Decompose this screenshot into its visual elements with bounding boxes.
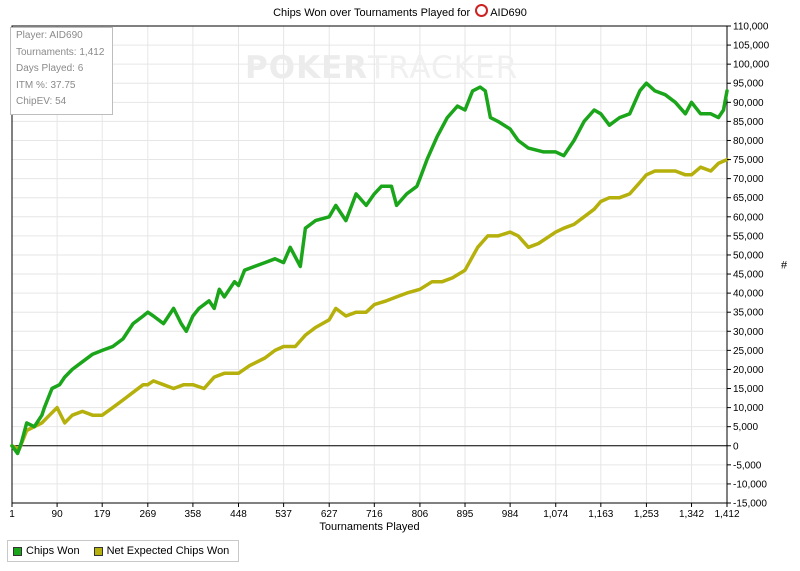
y-tick-label: 100,000	[733, 60, 770, 71]
y-tick-label: 85,000	[733, 117, 764, 128]
y-tick-label: 40,000	[733, 289, 764, 300]
y-tick-label: 95,000	[733, 79, 764, 90]
chart-title-text: Chips Won over Tournaments Played for	[273, 7, 471, 19]
y-tick-label: 35,000	[733, 308, 764, 319]
chart-title-player: AID690	[490, 7, 527, 19]
y-tick-label: 110,000	[733, 22, 769, 33]
info-chipev: ChipEV: 54	[16, 96, 67, 107]
series-line-net-expected	[10, 157, 729, 452]
plot-area-frame	[11, 25, 728, 504]
x-tick-label: 895	[457, 509, 474, 520]
x-tick-label: 984	[502, 509, 519, 520]
y-tick-label: -10,000	[733, 479, 767, 490]
y-tick-label: 50,000	[733, 250, 764, 261]
y-tick-label: 80,000	[733, 136, 764, 147]
x-tick-label: 1,412	[714, 509, 739, 520]
y-tick-label: 30,000	[733, 327, 764, 338]
legend-label-net-expected: Net Expected Chips Won	[106, 545, 230, 557]
y-tick-label: 45,000	[733, 270, 764, 281]
y-tick-label: 15,000	[733, 384, 764, 395]
y-tick-label: 65,000	[733, 193, 764, 204]
x-tick-label: 1,253	[634, 509, 659, 520]
site-logo-icon	[475, 4, 489, 17]
series-line-chips-won	[10, 81, 729, 456]
info-itm: ITM %: 37.75	[16, 79, 76, 91]
chart-legend: Chips Won Net Expected Chips Won	[7, 540, 239, 562]
y-tick-label: 105,000	[733, 41, 770, 52]
legend-label-chips-won: Chips Won	[26, 545, 80, 557]
y-axis-label: #	[781, 260, 788, 272]
y-tick-label: 10,000	[733, 403, 764, 414]
legend-item-net-expected[interactable]: Net Expected Chips Won	[93, 545, 230, 557]
x-tick-label: 627	[321, 509, 338, 520]
x-tick-label: 448	[230, 509, 247, 520]
x-axis: 1 90 179 269 358 448 537 627 716 806 895 984 1,074 1,…	[9, 503, 740, 520]
x-tick-label: 1,163	[588, 509, 613, 520]
info-player: Player: AID690	[16, 30, 83, 41]
x-tick-label: 1	[9, 509, 15, 520]
pokertracker-watermark: POKERTRACKER	[245, 50, 519, 86]
x-tick-label: 537	[275, 509, 292, 520]
y-tick-label: -5,000	[733, 460, 762, 471]
y-tick-label: 0	[733, 441, 739, 452]
y-tick-label: 55,000	[733, 231, 764, 242]
y-tick-label: 60,000	[733, 212, 764, 223]
y-tick-label: 90,000	[733, 98, 764, 109]
info-days-played: Days Played: 6	[16, 63, 84, 74]
y-tick-label: -15,000	[733, 499, 767, 510]
info-tournaments: Tournaments: 1,412	[16, 46, 105, 58]
x-tick-label: 90	[52, 509, 64, 520]
series-lines	[10, 81, 729, 456]
y-tick-label: 20,000	[733, 365, 764, 376]
player-info-box: Player: AID690 Tournaments: 1,412 Days P…	[10, 27, 113, 115]
legend-swatch-net-expected	[93, 546, 103, 556]
x-tick-label: 806	[412, 509, 429, 520]
y-axis: -15,000 -10,000 -5,000 0 5,000 10,000 15,000 20…	[727, 22, 770, 510]
x-tick-label: 716	[366, 509, 383, 520]
x-tick-label: 1,074	[543, 509, 568, 520]
legend-item-chips-won[interactable]: Chips Won	[13, 545, 80, 557]
y-tick-label: 70,000	[733, 174, 764, 185]
x-axis-label: Tournaments Played	[319, 521, 419, 533]
y-tick-label: 25,000	[733, 346, 764, 357]
x-tick-label: 269	[139, 509, 156, 520]
grid-lines	[11, 25, 728, 504]
x-tick-label: 179	[94, 509, 111, 520]
legend-swatch-chips-won	[13, 546, 22, 556]
y-tick-label: 5,000	[733, 422, 758, 433]
chart-title: Chips Won over Tournaments Played for AI…	[0, 4, 800, 19]
x-tick-label: 358	[185, 509, 202, 520]
y-tick-label: 75,000	[733, 155, 764, 166]
x-tick-label: 1,342	[679, 509, 704, 520]
